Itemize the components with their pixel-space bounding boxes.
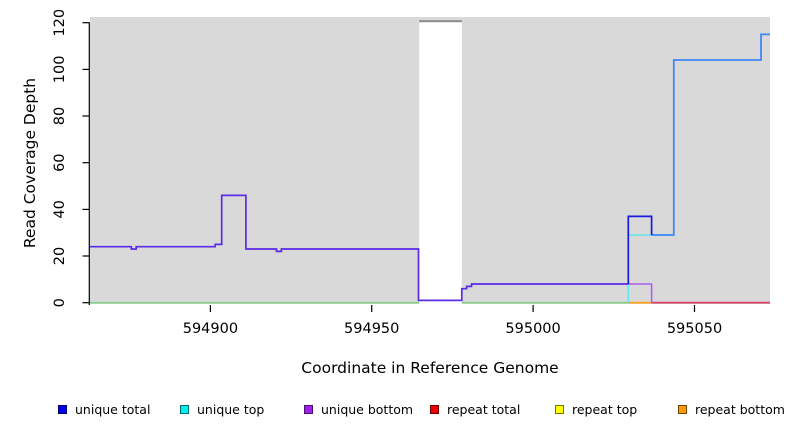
series-line-unique-total-step: [627, 215, 653, 284]
masked-region: [419, 22, 462, 304]
legend-label: repeat top: [572, 401, 638, 417]
legend-item-repeat-total: repeat total: [430, 399, 520, 419]
unique-total-swatch-icon: [58, 404, 67, 414]
y-tick-label: 20: [52, 247, 68, 265]
series-line-unique-bottom-step: [628, 283, 653, 303]
y-tick-label: 0: [52, 298, 68, 307]
x-tick-label: 594900: [183, 321, 238, 337]
x-tick-label: 595000: [505, 321, 560, 337]
unique-top-swatch-icon: [180, 404, 189, 414]
repeat-bottom-swatch-icon: [678, 404, 687, 414]
y-tick-label: 120: [52, 9, 68, 37]
legend-item-repeat-top: repeat top: [555, 399, 637, 419]
legend-label: repeat bottom: [695, 401, 785, 417]
repeat-top-swatch-icon: [555, 404, 564, 414]
series-layer: [90, 33, 770, 303]
x-tick-label: 595050: [667, 321, 722, 337]
y-axis-label: Read Coverage Depth: [21, 77, 39, 249]
series-line-unique-total-bottom-overlap: [90, 194, 629, 302]
legend-label: unique top: [197, 401, 265, 417]
y-tick-label: 40: [52, 200, 68, 218]
chart-legend: unique total unique top unique bottom re…: [0, 399, 792, 423]
x-axis-label: Coordinate in Reference Genome: [301, 359, 559, 377]
legend-label: unique bottom: [321, 401, 414, 417]
y-tick-label: 100: [52, 56, 68, 84]
legend-label: unique total: [75, 401, 151, 417]
repeat-total-swatch-icon: [430, 404, 439, 414]
legend-label: repeat total: [447, 401, 521, 417]
legend-item-unique-total: unique total: [58, 399, 150, 419]
y-tick-label: 80: [52, 107, 68, 125]
legend-item-unique-bottom: unique bottom: [304, 399, 413, 419]
y-tick-label: 60: [52, 153, 68, 171]
legend-item-repeat-bottom: repeat bottom: [678, 399, 785, 419]
legend-item-unique-top: unique top: [180, 399, 264, 419]
unique-bottom-swatch-icon: [304, 404, 313, 414]
series-line-unique-total-top-overlap: [651, 33, 770, 236]
x-tick-label: 594950: [344, 321, 399, 337]
